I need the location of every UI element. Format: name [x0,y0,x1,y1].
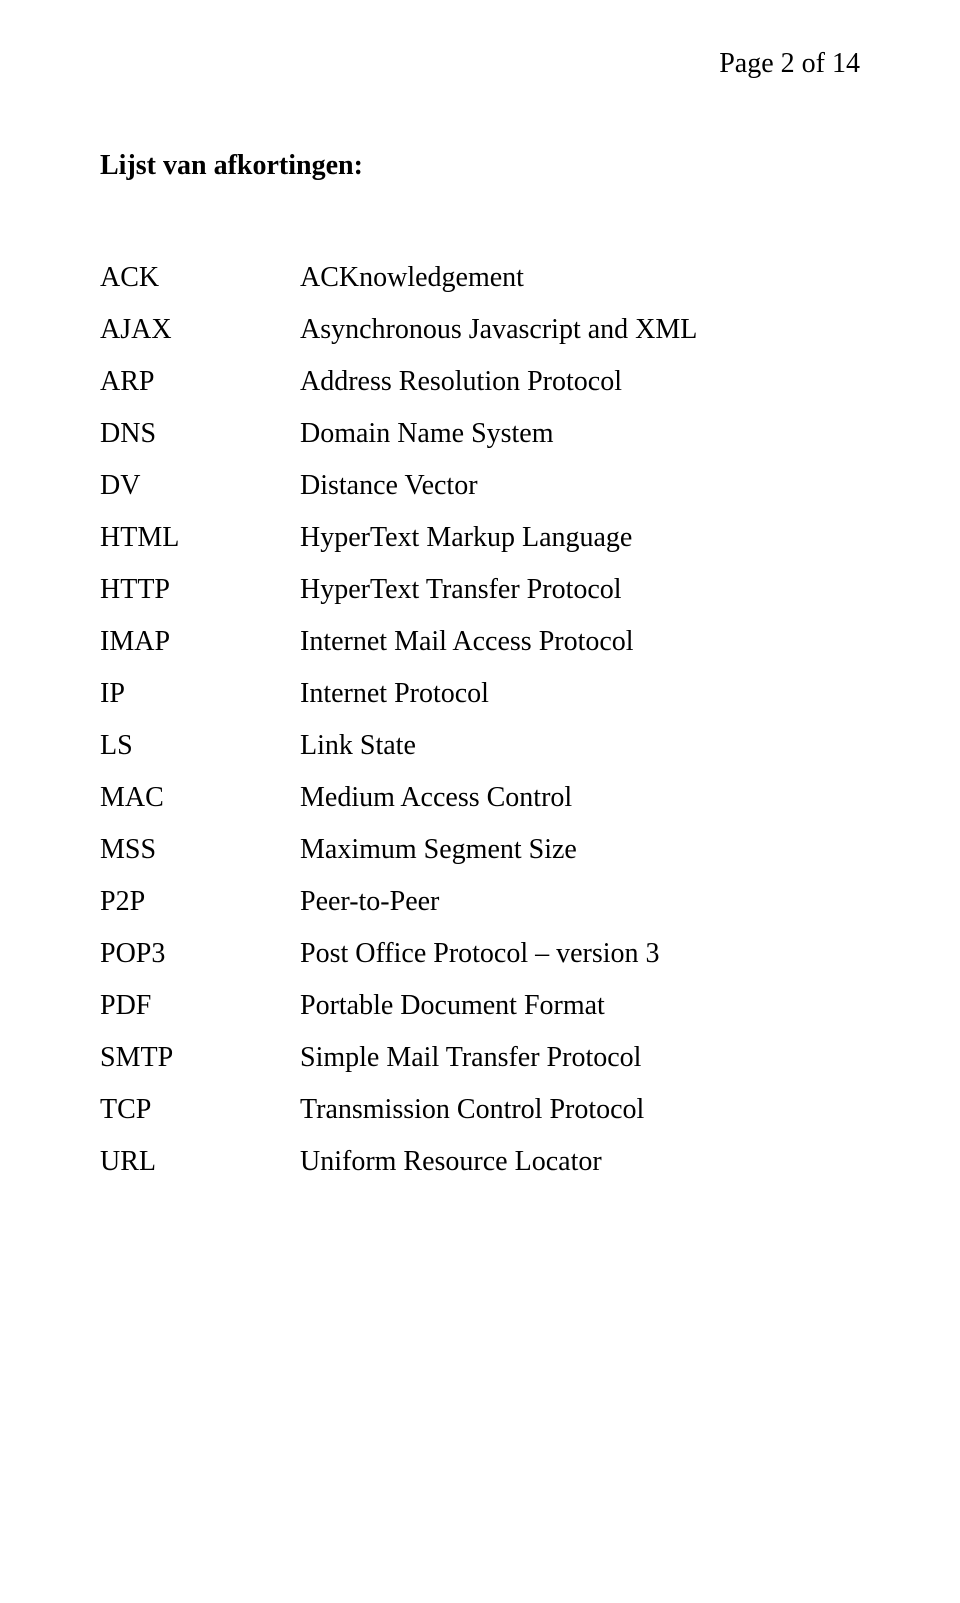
abbr-cell: LS [100,720,300,772]
definition-cell: Transmission Control Protocol [300,1084,860,1136]
definition-cell: Address Resolution Protocol [300,356,860,408]
definition-cell: Link State [300,720,860,772]
table-row: IMAPInternet Mail Access Protocol [100,616,860,668]
abbr-cell: HTML [100,512,300,564]
definition-cell: Domain Name System [300,408,860,460]
abbr-cell: AJAX [100,304,300,356]
definition-cell: Internet Protocol [300,668,860,720]
page-title: Lijst van afkortingen: [100,150,860,182]
abbr-cell: MSS [100,824,300,876]
abbr-cell: URL [100,1136,300,1188]
definition-cell: Uniform Resource Locator [300,1136,860,1188]
table-row: IPInternet Protocol [100,668,860,720]
definition-cell: Internet Mail Access Protocol [300,616,860,668]
definition-cell: HyperText Transfer Protocol [300,564,860,616]
definition-cell: Portable Document Format [300,980,860,1032]
definition-cell: ACKnowledgement [300,252,860,304]
table-row: LSLink State [100,720,860,772]
table-row: PDFPortable Document Format [100,980,860,1032]
table-row: DNSDomain Name System [100,408,860,460]
page: Page 2 of 14 Lijst van afkortingen: ACKA… [0,0,960,1603]
abbr-cell: POP3 [100,928,300,980]
table-row: AJAXAsynchronous Javascript and XML [100,304,860,356]
definition-cell: Simple Mail Transfer Protocol [300,1032,860,1084]
abbr-cell: ARP [100,356,300,408]
table-row: ARPAddress Resolution Protocol [100,356,860,408]
abbr-cell: P2P [100,876,300,928]
abbr-cell: ACK [100,252,300,304]
abbr-cell: IP [100,668,300,720]
definition-cell: Asynchronous Javascript and XML [300,304,860,356]
table-row: MSSMaximum Segment Size [100,824,860,876]
definition-cell: Maximum Segment Size [300,824,860,876]
abbr-cell: SMTP [100,1032,300,1084]
abbr-cell: TCP [100,1084,300,1136]
abbr-cell: MAC [100,772,300,824]
table-row: POP3Post Office Protocol – version 3 [100,928,860,980]
table-row: ACKACKnowledgement [100,252,860,304]
table-row: P2PPeer-to-Peer [100,876,860,928]
table-row: HTMLHyperText Markup Language [100,512,860,564]
definition-cell: Medium Access Control [300,772,860,824]
table-row: URLUniform Resource Locator [100,1136,860,1188]
table-row: MACMedium Access Control [100,772,860,824]
abbr-cell: DV [100,460,300,512]
abbr-cell: PDF [100,980,300,1032]
abbreviations-table: ACKACKnowledgementAJAXAsynchronous Javas… [100,252,860,1188]
table-row: SMTPSimple Mail Transfer Protocol [100,1032,860,1084]
table-row: TCPTransmission Control Protocol [100,1084,860,1136]
table-row: HTTPHyperText Transfer Protocol [100,564,860,616]
abbr-cell: IMAP [100,616,300,668]
definition-cell: HyperText Markup Language [300,512,860,564]
definition-cell: Distance Vector [300,460,860,512]
definition-cell: Peer-to-Peer [300,876,860,928]
abbr-cell: DNS [100,408,300,460]
abbr-cell: HTTP [100,564,300,616]
table-row: DVDistance Vector [100,460,860,512]
page-number: Page 2 of 14 [719,48,860,80]
definition-cell: Post Office Protocol – version 3 [300,928,860,980]
